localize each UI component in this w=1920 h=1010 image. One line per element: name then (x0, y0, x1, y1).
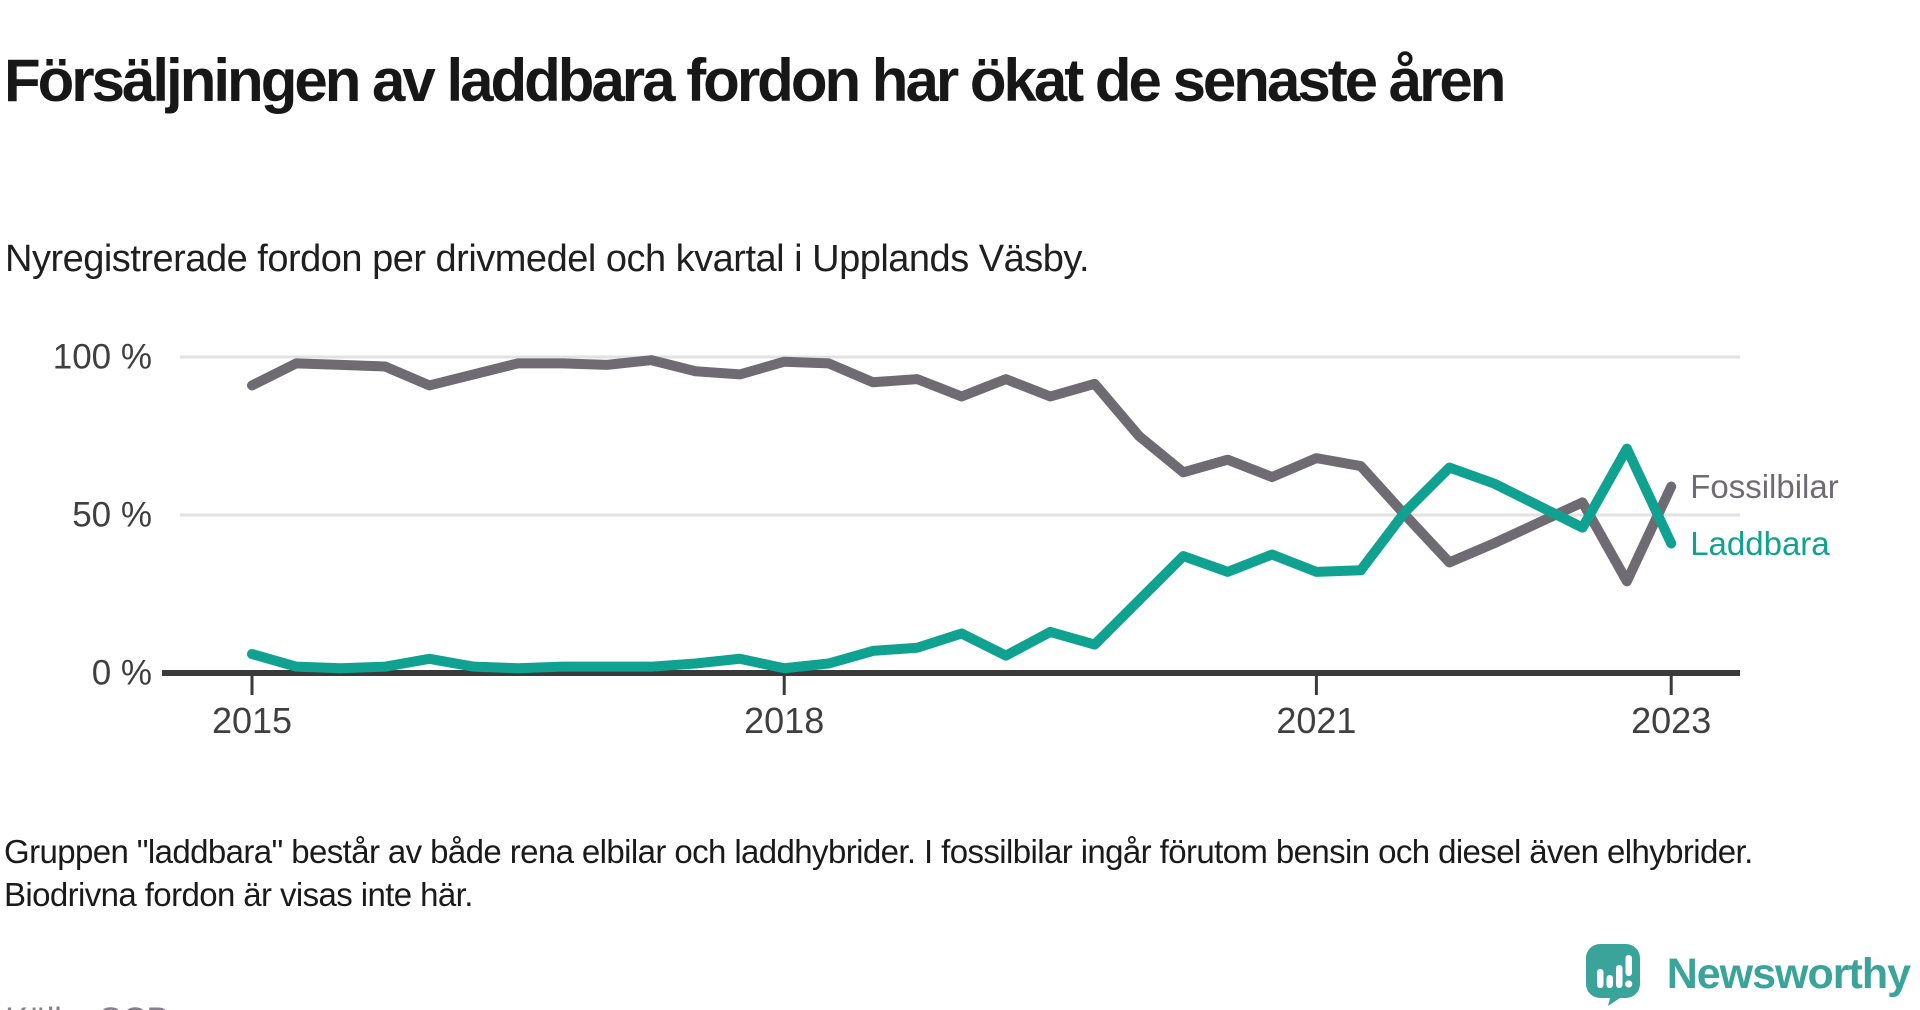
y-tick-label: 100 % (53, 338, 152, 377)
x-tick-label: 2018 (744, 700, 824, 741)
line-chart: 100 % 50 % 0 % 2015 2018 2021 2023 Fossilbilar L… (53, 338, 1839, 742)
chart-area: 100 % 50 % 0 % 2015 2018 2021 2023 Fossilbilar L… (0, 270, 1920, 750)
y-tick-label: 0 % (92, 654, 152, 693)
exclamation-bar (1625, 954, 1632, 976)
bar-3 (1615, 964, 1623, 988)
x-tick-label: 2015 (212, 700, 292, 741)
x-tick-label: 2021 (1276, 700, 1356, 741)
y-tick-label: 50 % (72, 496, 152, 535)
chart-title: Försäljningen av laddbara fordon har öka… (4, 47, 1506, 115)
x-tick-label: 2023 (1631, 700, 1711, 741)
newsworthy-logo-text: Newsworthy (1666, 949, 1911, 998)
exclamation-dot (1624, 979, 1633, 988)
chart-subtitle: Nyregistrerade fordon per drivmedel och … (5, 238, 1090, 280)
line-laddbara (247, 443, 1677, 674)
source-label: Källa: SCB (5, 1001, 170, 1010)
chart-footnote: Gruppen "laddbara" består av både rena e… (4, 833, 1753, 913)
legend-label-fossilbilar: Fossilbilar (1690, 468, 1839, 505)
newsworthy-speech-bubble-chart-icon (1585, 943, 1640, 1006)
bar-1 (1596, 968, 1604, 988)
speech-bubble-shape (1585, 943, 1640, 1006)
newsworthy-logo: Newsworthy (1585, 938, 1911, 1010)
bar-2 (1606, 974, 1613, 988)
line-fossilbilar (247, 355, 1677, 587)
legend-label-laddbara: Laddbara (1690, 525, 1830, 562)
